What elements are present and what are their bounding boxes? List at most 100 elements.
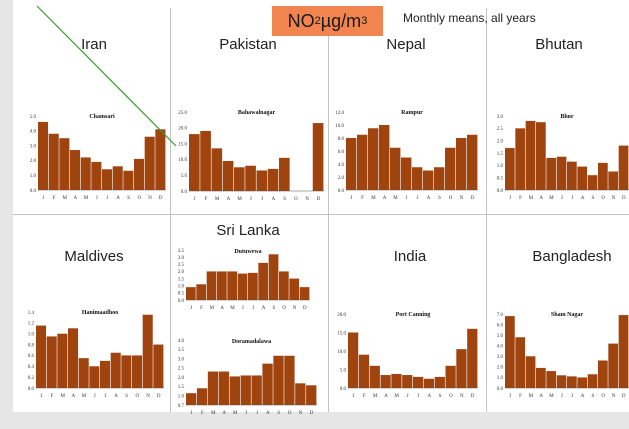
x-tick-label: J (252, 306, 254, 311)
x-tick-label: J (190, 411, 192, 416)
x-tick-label: S (591, 196, 594, 201)
x-tick-label: D (471, 394, 475, 399)
y-tick-label: 0.0 (181, 190, 188, 195)
x-tick-label: D (303, 306, 307, 311)
bar (91, 161, 102, 190)
x-tick-label: N (148, 196, 152, 201)
x-tick-label: J (561, 196, 563, 201)
y-tick-label: 0.0 (340, 387, 347, 392)
x-tick-label: M (373, 394, 378, 399)
x-tick-label: M (82, 394, 87, 399)
x-tick-label: J (571, 394, 573, 399)
x-tick-label: S (439, 394, 442, 399)
x-tick-label: A (539, 394, 543, 399)
bar (546, 157, 557, 190)
x-tick-label: S (277, 411, 280, 416)
y-tick-label: 1.0 (30, 174, 37, 179)
x-tick-label: D (159, 196, 163, 201)
bar (217, 271, 227, 300)
bar (207, 371, 219, 405)
bar (368, 128, 379, 190)
x-tick-label: O (136, 394, 140, 399)
x-tick-label: A (581, 394, 585, 399)
y-tick-label: 3.0 (497, 115, 504, 120)
bar (279, 271, 289, 300)
bar (234, 167, 245, 191)
x-tick-label: A (539, 196, 543, 201)
panel-divider (170, 8, 171, 412)
x-tick-label: A (262, 306, 266, 311)
y-tick-label: 1.0 (28, 333, 35, 338)
station-title: Dutuwewa (234, 249, 261, 255)
panel-divider (486, 8, 487, 412)
x-tick-label: J (96, 196, 98, 201)
x-tick-label: A (384, 394, 388, 399)
bar (102, 169, 113, 190)
bar (299, 287, 310, 300)
station-chart: 0.0 5.0 10.0 15.0 20.0 J F M A M J J A S O N D Port Canni… (337, 312, 478, 399)
bar (222, 160, 234, 191)
station-title: Sham Nagar (551, 312, 584, 318)
y-tick-label: 7.0 (497, 313, 504, 318)
x-tick-label: D (310, 411, 314, 416)
y-tick-label: 0.4 (28, 365, 35, 370)
y-tick-label: 3.5 (178, 348, 185, 353)
bar (132, 355, 143, 388)
x-tick-label: N (305, 197, 309, 202)
bar (258, 262, 269, 300)
x-tick-label: F (204, 197, 207, 202)
x-tick-label: M (230, 306, 235, 311)
x-tick-label: M (237, 197, 242, 202)
x-tick-label: F (200, 306, 203, 311)
title-superscript: 3 (361, 15, 368, 27)
bar (57, 333, 68, 388)
y-tick-label: 0.0 (497, 189, 504, 194)
x-tick-label: S (283, 197, 286, 202)
bar (618, 145, 629, 190)
x-tick-label: J (261, 197, 263, 202)
x-tick-label: O (601, 394, 605, 399)
country-label-bangladesh: Bangladesh (532, 248, 612, 265)
y-tick-label: 5.0 (497, 334, 504, 339)
bar (284, 355, 295, 405)
x-tick-label: M (529, 196, 534, 201)
bar (525, 120, 536, 190)
y-tick-label: 1.5 (178, 277, 185, 282)
title-box: NO 2 µg/m 3 (272, 6, 383, 36)
x-tick-label: M (393, 196, 398, 201)
bar (577, 166, 588, 190)
x-tick-label: F (201, 411, 204, 416)
x-tick-label: J (94, 394, 96, 399)
title-main: NO (287, 10, 315, 31)
x-tick-label: J (190, 306, 192, 311)
bar (445, 365, 456, 388)
y-tick-label: 3.0 (497, 355, 504, 360)
bar (390, 147, 401, 190)
bar (100, 360, 111, 388)
x-tick-label: O (449, 394, 453, 399)
x-tick-label: J (417, 394, 419, 399)
country-label-nepal: Nepal (386, 36, 426, 53)
x-tick-label: A (427, 196, 431, 201)
station-chart: 0.0 0.2 0.4 0.6 0.8 1.0 1.2 1.4 J F M A M J J A S O N D Hani… (28, 310, 164, 399)
bar (196, 388, 208, 405)
y-tick-label: 1.0 (497, 376, 504, 381)
x-tick-label: N (612, 196, 616, 201)
bar (110, 352, 121, 388)
y-tick-label: 15.0 (337, 331, 346, 336)
y-tick-label: 4.0 (497, 345, 504, 350)
x-tick-label: D (157, 394, 161, 399)
y-tick-label: 1.0 (178, 285, 185, 290)
bar (59, 138, 70, 190)
x-tick-label: O (282, 306, 286, 311)
y-tick-label: 12.0 (335, 111, 344, 116)
country-label-maldives: Maldives (64, 248, 124, 265)
bar (218, 371, 230, 405)
country-label-sri-lanka: Sri Lanka (216, 222, 280, 239)
station-title: Chamsari (89, 114, 115, 120)
station-chart: 0.0 2.0 4.0 6.0 8.0 10.0 12.0 J F M A M J J A S O N D Rampu… (335, 110, 478, 201)
y-tick-label: 3.0 (178, 256, 185, 261)
bar (229, 376, 240, 405)
x-tick-label: F (363, 394, 366, 399)
